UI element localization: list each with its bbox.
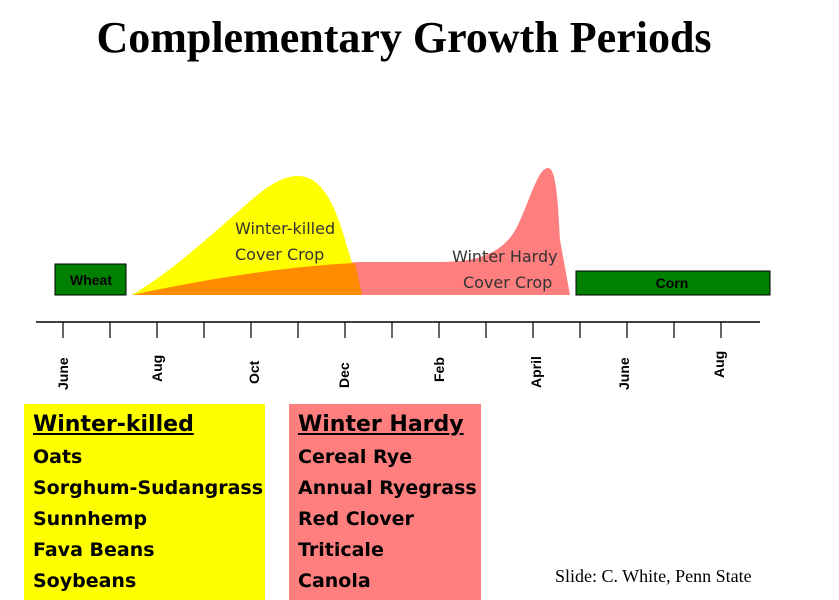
winter-killed-item: Fava Beans <box>33 539 155 561</box>
winter-killed-item: Oats <box>33 446 83 468</box>
winter-killed-item: Sunnhemp <box>33 508 148 530</box>
winter-killed-label-2: Cover Crop <box>235 245 324 264</box>
month-label-aug-1: Aug <box>149 355 165 382</box>
wheat-bar <box>54 263 127 296</box>
month-label-april: April <box>528 356 544 388</box>
winter-hardy-heading: Winter Hardy <box>298 412 464 437</box>
month-label-june-2: June <box>616 357 632 390</box>
winter-hardy-label-2: Cover Crop <box>463 273 552 292</box>
growth-diagram: Winter-killed Cover Crop Winter Hardy Co… <box>36 168 771 390</box>
wheat-bar-label: Wheat <box>70 272 112 288</box>
winter-hardy-label-1: Winter Hardy <box>452 247 558 266</box>
winter-hardy-item: Cereal Rye <box>298 446 413 468</box>
winter-hardy-item: Canola <box>298 570 371 592</box>
timeline-ticks <box>62 322 722 338</box>
winter-hardy-item: Red Clover <box>298 508 414 530</box>
winter-killed-curve <box>132 176 362 295</box>
overlap-region <box>132 263 362 295</box>
winter-killed-panel: Winter-killed Oats Sorghum-Sudangrass Su… <box>24 404 265 600</box>
winter-killed-item: Soybeans <box>33 570 137 592</box>
winter-hardy-item: Annual Ryegrass <box>298 477 477 499</box>
winter-hardy-curve <box>132 168 570 295</box>
month-label-aug-2: Aug <box>711 351 727 378</box>
slide-credit: Slide: C. White, Penn State <box>555 566 752 586</box>
winter-killed-heading: Winter-killed <box>33 412 194 437</box>
month-label-oct: Oct <box>246 360 262 384</box>
winter-killed-label-1: Winter-killed <box>235 219 335 238</box>
page-title: Complementary Growth Periods <box>96 13 712 62</box>
winter-killed-item: Sorghum-Sudangrass <box>33 477 264 499</box>
month-label-feb: Feb <box>431 357 447 382</box>
corn-bar-label: Corn <box>656 275 689 291</box>
winter-hardy-item: Triticale <box>298 539 384 561</box>
winter-hardy-panel: Winter Hardy Cereal Rye Annual Ryegrass … <box>289 404 481 600</box>
corn-bar <box>575 270 771 296</box>
month-label-dec: Dec <box>336 362 352 388</box>
month-label-june-1: June <box>55 357 71 390</box>
